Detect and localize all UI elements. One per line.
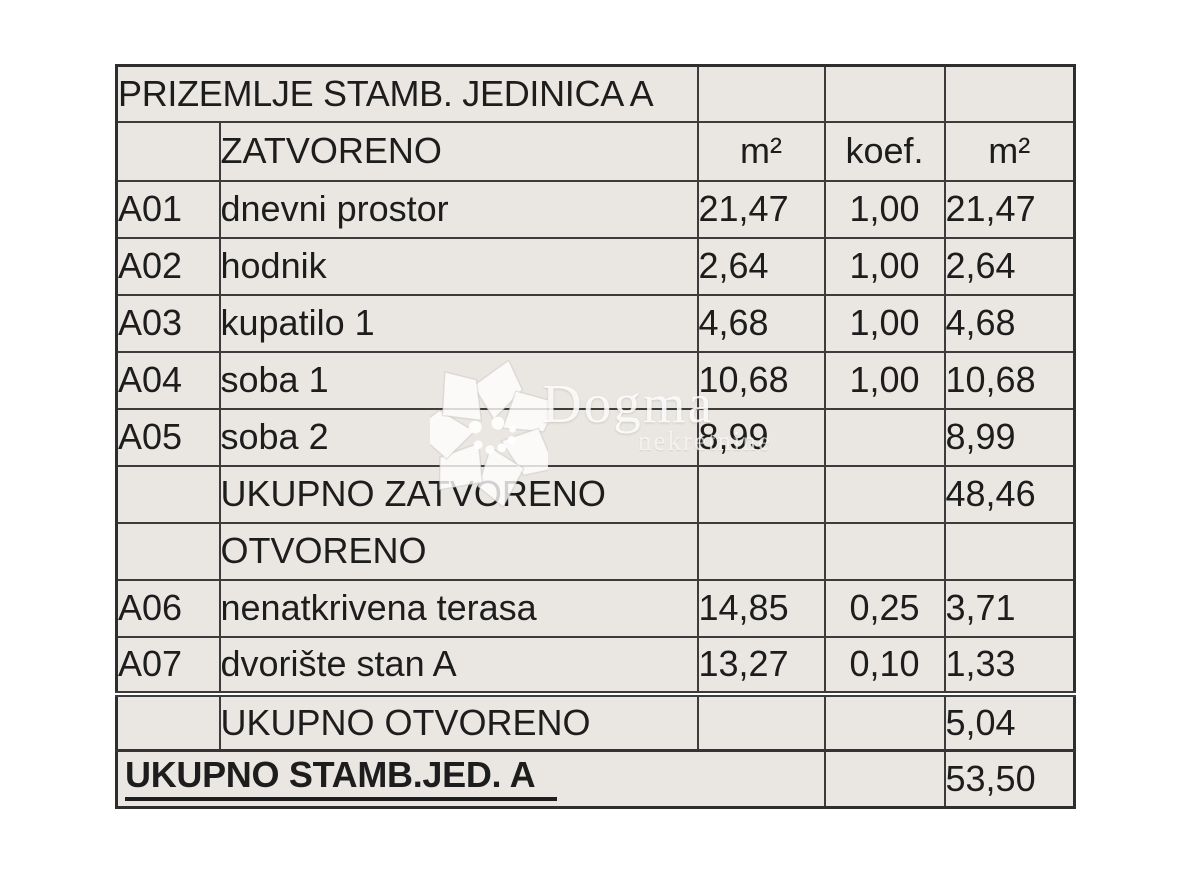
room-name: dvorište stan A bbox=[218, 635, 699, 695]
room-area: 21,47 bbox=[696, 179, 826, 239]
room-code: A07 bbox=[115, 635, 221, 695]
room-area-total: 21,47 bbox=[943, 179, 1076, 239]
room-area-total: 4,68 bbox=[943, 293, 1076, 353]
room-name: dnevni prostor bbox=[218, 179, 699, 239]
room-code: A01 bbox=[115, 179, 221, 239]
empty-cell bbox=[115, 120, 221, 182]
room-area-total: 10,68 bbox=[943, 350, 1076, 410]
section-header-otvoreno: OTVORENO bbox=[218, 521, 699, 581]
area-table: PRIZEMLJE STAMB. JEDINICA A ZATVORENO m²… bbox=[115, 64, 1077, 809]
room-name: kupatilo 1 bbox=[218, 293, 699, 353]
table-row: A07 dvorište stan A 13,27 0,10 1,33 bbox=[115, 635, 1076, 695]
room-area: 8,99 bbox=[696, 407, 826, 467]
table-row-grand-total: UKUPNO STAMB.JED. A 53,50 bbox=[115, 749, 1076, 809]
room-koef: 0,10 bbox=[823, 635, 946, 695]
table-row: A05 soba 2 8,99 8,99 bbox=[115, 407, 1076, 467]
empty-cell bbox=[943, 521, 1076, 581]
table-row: A04 soba 1 10,68 1,00 10,68 bbox=[115, 350, 1076, 410]
empty-cell bbox=[115, 464, 221, 524]
empty-cell bbox=[696, 464, 826, 524]
empty-cell bbox=[823, 749, 946, 809]
table-row: A01 dnevni prostor 21,47 1,00 21,47 bbox=[115, 179, 1076, 239]
summary-total: 48,46 bbox=[943, 464, 1076, 524]
room-area-total: 1,33 bbox=[943, 635, 1076, 695]
table-row-header: ZATVORENO m² koef. m² bbox=[115, 120, 1076, 182]
room-code: A03 bbox=[115, 293, 221, 353]
table-row-section-otvoreno: OTVORENO bbox=[115, 521, 1076, 581]
room-koef: 1,00 bbox=[823, 293, 946, 353]
empty-cell bbox=[696, 521, 826, 581]
room-code: A02 bbox=[115, 236, 221, 296]
table-row: A03 kupatilo 1 4,68 1,00 4,68 bbox=[115, 293, 1076, 353]
table-row-title: PRIZEMLJE STAMB. JEDINICA A bbox=[115, 64, 1076, 123]
empty-cell bbox=[823, 64, 946, 123]
room-code: A06 bbox=[115, 578, 221, 638]
room-area: 14,85 bbox=[696, 578, 826, 638]
room-area: 10,68 bbox=[696, 350, 826, 410]
room-koef bbox=[823, 407, 946, 467]
empty-cell bbox=[823, 521, 946, 581]
summary-total: 5,04 bbox=[943, 690, 1076, 752]
room-koef: 1,00 bbox=[823, 236, 946, 296]
empty-cell bbox=[696, 690, 826, 752]
table-row: A06 nenatkrivena terasa 14,85 0,25 3,71 bbox=[115, 578, 1076, 638]
room-area: 2,64 bbox=[696, 236, 826, 296]
table-row-summary-otvoreno: UKUPNO OTVORENO 5,04 bbox=[115, 690, 1076, 752]
empty-cell bbox=[943, 64, 1076, 123]
grand-total-value: 53,50 bbox=[943, 749, 1076, 809]
empty-cell bbox=[115, 521, 221, 581]
column-header-m2-total: m² bbox=[943, 120, 1076, 182]
table-row: A02 hodnik 2,64 1,00 2,64 bbox=[115, 236, 1076, 296]
grand-total-label: UKUPNO STAMB.JED. A bbox=[115, 749, 826, 809]
room-code: A05 bbox=[115, 407, 221, 467]
empty-cell bbox=[823, 690, 946, 752]
room-area: 4,68 bbox=[696, 293, 826, 353]
empty-cell bbox=[696, 64, 826, 123]
room-code: A04 bbox=[115, 350, 221, 410]
empty-cell bbox=[115, 690, 221, 752]
room-name: hodnik bbox=[218, 236, 699, 296]
room-koef: 0,25 bbox=[823, 578, 946, 638]
summary-label: UKUPNO OTVORENO bbox=[218, 690, 699, 752]
room-koef: 1,00 bbox=[823, 179, 946, 239]
summary-label: UKUPNO ZATVORENO bbox=[218, 464, 699, 524]
column-header-koef: koef. bbox=[823, 120, 946, 182]
room-name: soba 1 bbox=[218, 350, 699, 410]
room-area: 13,27 bbox=[696, 635, 826, 695]
room-koef: 1,00 bbox=[823, 350, 946, 410]
section-header-zatvoreno: ZATVORENO bbox=[218, 120, 699, 182]
room-area-total: 2,64 bbox=[943, 236, 1076, 296]
column-header-m2: m² bbox=[696, 120, 826, 182]
room-area-total: 3,71 bbox=[943, 578, 1076, 638]
table-row-summary-zatvoreno: UKUPNO ZATVORENO 48,46 bbox=[115, 464, 1076, 524]
room-name: nenatkrivena terasa bbox=[218, 578, 699, 638]
table-title: PRIZEMLJE STAMB. JEDINICA A bbox=[115, 64, 699, 123]
room-name: soba 2 bbox=[218, 407, 699, 467]
room-area-total: 8,99 bbox=[943, 407, 1076, 467]
grand-total-label-text: UKUPNO STAMB.JED. A bbox=[125, 757, 558, 801]
empty-cell bbox=[823, 464, 946, 524]
